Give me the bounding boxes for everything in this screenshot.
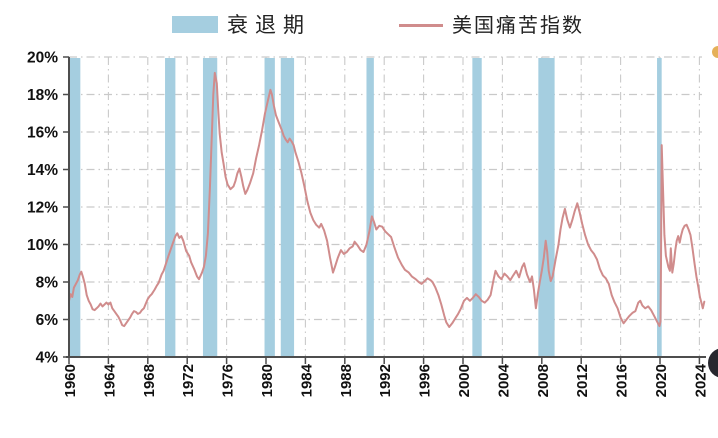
- recession-band: [69, 58, 81, 357]
- gridlines: [69, 56, 702, 357]
- y-tick-label: 6%: [36, 312, 59, 329]
- x-tick-label: 2000: [456, 364, 473, 397]
- recession-band: [165, 58, 176, 357]
- cropped-edge-mark: [712, 46, 718, 58]
- x-tick-label: 2008: [535, 364, 552, 397]
- y-tick-label: 4%: [36, 350, 59, 367]
- x-tick-label: 2012: [574, 364, 591, 397]
- cropped-watermark-logo: [708, 348, 718, 378]
- legend-recession-label: 衰退期: [227, 13, 311, 37]
- legend-series-label: 美国痛苦指数: [452, 15, 584, 37]
- x-tick-label: 2020: [653, 364, 670, 397]
- x-tick-label: 1960: [62, 364, 79, 397]
- x-tick-label: 1972: [180, 364, 197, 397]
- recession-band: [264, 58, 275, 357]
- x-tick-label: 1980: [259, 364, 276, 397]
- recession-band: [472, 58, 482, 357]
- y-axis-labels: 20% 18% 16% 14% 12% 10% 8% 6% 4%: [27, 50, 58, 367]
- recession-band: [202, 58, 218, 357]
- axes: [63, 56, 706, 364]
- x-tick-label: 1964: [101, 363, 118, 397]
- x-tick-label: 2016: [614, 364, 631, 397]
- y-tick-label: 10%: [27, 237, 58, 254]
- recession-band: [657, 58, 662, 357]
- y-tick-label: 8%: [36, 275, 59, 292]
- x-tick-label: 1988: [338, 364, 355, 397]
- x-tick-label: 1968: [141, 364, 158, 397]
- x-tick-label: 1976: [220, 364, 237, 397]
- recession-band: [538, 58, 555, 357]
- legend: 衰退期 美国痛苦指数: [0, 8, 718, 42]
- legend-recession-swatch: [172, 16, 218, 33]
- x-tick-label: 1996: [417, 364, 434, 397]
- x-tick-label: 1992: [377, 364, 394, 397]
- y-tick-label: 14%: [27, 162, 58, 179]
- y-tick-label: 18%: [27, 87, 58, 104]
- x-tick-label: 2024: [692, 363, 709, 397]
- misery-index-polyline: [68, 71, 706, 328]
- misery-index-line: [68, 71, 706, 328]
- recession-band: [366, 58, 374, 357]
- legend-line-swatch: [399, 24, 443, 27]
- recession-band: [280, 58, 295, 357]
- y-tick-label: 20%: [27, 50, 58, 67]
- y-tick-label: 16%: [27, 125, 58, 142]
- x-tick-label: 1984: [298, 363, 315, 397]
- x-axis-labels: 1960 1964 1968 1972 1976 1980 1984 1988 1992 1996…: [62, 363, 709, 397]
- recession-bands: [69, 58, 662, 357]
- x-tick-label: 2004: [495, 363, 512, 397]
- y-tick-label: 12%: [27, 200, 58, 217]
